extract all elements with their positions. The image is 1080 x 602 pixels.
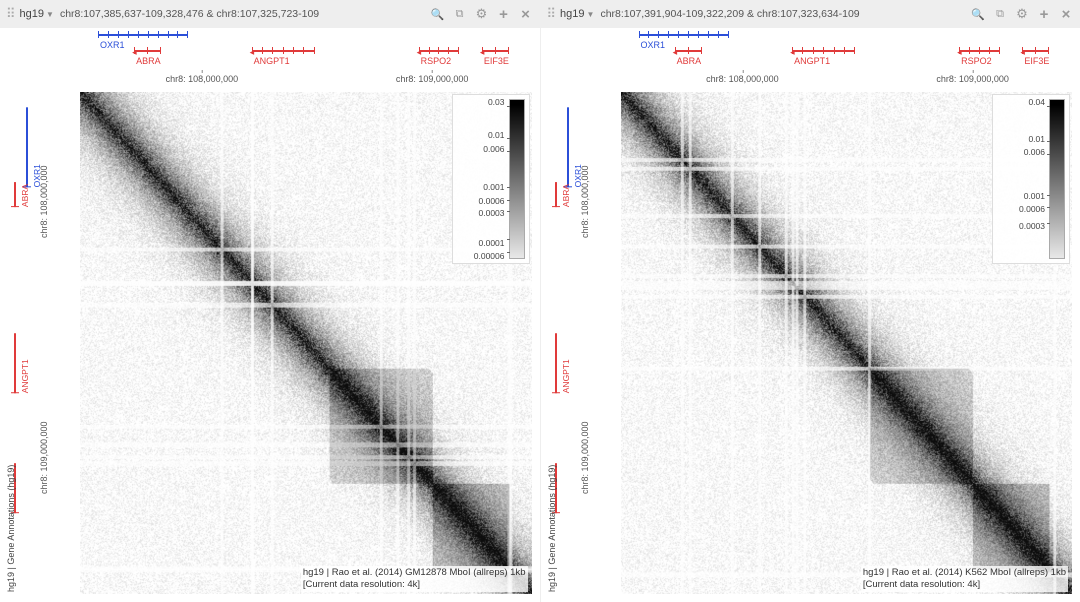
coordinate-display[interactable]: chr8:107,391,904-109,322,209 & chr8:107,… (600, 8, 964, 20)
colorbar: 0.03 0.01 0.006 0.001 0.0006 0.0003 0.0001 0.00… (452, 94, 530, 264)
gene-label: ANGPT1 (254, 56, 290, 66)
panel-1: ⠿ hg19▼ chr8:107,391,904-109,322,209 & chr… (541, 0, 1080, 602)
hic-heatmap[interactable]: 0.03 0.01 0.006 0.001 0.0006 0.0003 0.0001 0.00… (80, 92, 532, 594)
colorbar-tick: 0.001 (483, 182, 504, 192)
gear-icon[interactable]: ⚙ (1014, 6, 1030, 22)
gene-abra[interactable]: ◂ABRA (134, 50, 161, 52)
gear-icon[interactable]: ⚙ (474, 6, 490, 22)
copy-icon[interactable]: ⧉ (452, 8, 468, 21)
caption-line1: hg19 | Rao et al. (2014) K562 MboI (allr… (863, 567, 1066, 579)
axis-tick: chr8: 108,000,000 (706, 74, 779, 84)
gene-rspo2[interactable]: ◂RSPO2 (419, 50, 460, 52)
add-icon[interactable]: + (1036, 6, 1052, 23)
app-container: ⠿hg19▼chr8:107,385,637-109,328,476 & chr… (0, 0, 1080, 602)
gene-label: EIF3E (1024, 56, 1049, 66)
genome-selector[interactable]: hg19▼ (560, 8, 594, 20)
gene-abra[interactable]: ◂ABRA (675, 50, 702, 52)
gene-abra-vert[interactable]: ABRA (10, 182, 30, 207)
dataset-caption: hg19 | Rao et al. (2014) GM12878 MboI (a… (301, 566, 528, 592)
gene-label: EIF3E (484, 56, 509, 66)
panel-0: ⠿ hg19▼ chr8:107,385,637-109,328,476 & chr… (0, 0, 541, 602)
hic-heatmap[interactable]: 0.04 0.01 0.006 0.001 0.0006 0.0003 hg19 | Rao… (621, 92, 1073, 594)
dataset-caption: hg19 | Rao et al. (2014) K562 MboI (allr… (861, 566, 1068, 592)
colorbar-gradient (1049, 99, 1065, 259)
axis-tick-left: chr8: 108,000,000 (580, 165, 590, 238)
caption-line2: [Current data resolution: 4k] (303, 579, 526, 591)
axis-tick: chr8: 109,000,000 (396, 74, 469, 84)
gene-label: OXR1 (100, 40, 125, 50)
colorbar-tick: 0.001 (1024, 191, 1045, 201)
axis-tick: chr8: 109,000,000 (936, 74, 1009, 84)
colorbar-tick: 0.0001 (479, 238, 505, 248)
colorbar-tick: 0.03 (488, 97, 505, 107)
gene-angpt1[interactable]: ◂ANGPT1 (792, 50, 855, 52)
colorbar-tick: 0.01 (488, 130, 505, 140)
axis-top: chr8: 108,000,000 chr8: 109,000,000 (80, 74, 532, 88)
genome-selector[interactable]: hg19▼ (20, 8, 54, 20)
toolbar: ⠿ hg19▼ chr8:107,385,637-109,328,476 & chr… (0, 0, 540, 28)
gene-eif3e[interactable]: ◂EIF3E (1022, 50, 1049, 52)
drag-handle-icon[interactable]: ⠿ (6, 6, 14, 22)
axis-tick-left: chr8: 108,000,000 (39, 165, 49, 238)
axis-tick: chr8: 108,000,000 (166, 74, 239, 84)
gene-label: ABRA (136, 56, 161, 66)
gene-label: ABRA (677, 56, 702, 66)
plot-area: OXR1 ◂ABRA ◂ANGPT1 ◂RSPO2 ◂EIF3E chr8: 108,00… (0, 28, 540, 602)
colorbar-labels: 0.04 0.01 0.006 0.001 0.0006 0.0003 (993, 95, 1049, 263)
coordinate-display[interactable]: chr8:107,385,637-109,328,476 & chr8:107,… (60, 8, 424, 20)
gene-label: ANGPT1 (794, 56, 830, 66)
gene-angpt1[interactable]: ◂ANGPT1 (252, 50, 315, 52)
colorbar-tick: 0.0006 (479, 196, 505, 206)
gene-label-vert: ANGPT1 (20, 359, 31, 393)
gene-track-top: OXR1 ◂ABRA ◂ANGPT1 ◂RSPO2 ◂EIF3E (80, 34, 532, 70)
axis-top: chr8: 108,000,000 chr8: 109,000,000 (621, 74, 1073, 88)
drag-handle-icon[interactable]: ⠿ (547, 6, 555, 22)
gene-label: OXR1 (641, 40, 666, 50)
gene-label-vert: ABRA (561, 184, 572, 207)
colorbar-tick: 0.01 (1028, 134, 1045, 144)
colorbar-tick: 0.0006 (1019, 204, 1045, 214)
gene-eif3e[interactable]: ◂EIF3E (482, 50, 509, 52)
colorbar-tick: 0.00006 (474, 251, 505, 261)
caret-down-icon: ▼ (46, 10, 54, 19)
axis-tick-left: chr8: 109,000,000 (39, 421, 49, 494)
gene-label: RSPO2 (961, 56, 992, 66)
gene-track-top: OXR1 ◂ABRA ◂ANGPT1 ◂RSPO2 ◂EIF3E (621, 34, 1073, 70)
genome-name: hg19 (20, 8, 44, 20)
gene-label: RSPO2 (421, 56, 452, 66)
side-annotation-label: hg19 | Gene Annotations (hg19) (6, 465, 16, 592)
colorbar-tick: 0.04 (1028, 97, 1045, 107)
close-icon[interactable]: × (518, 6, 534, 23)
colorbar-labels: 0.03 0.01 0.006 0.001 0.0006 0.0003 0.0001 0.00… (453, 95, 509, 263)
gene-label-vert: ABRA (20, 184, 31, 207)
axis-left: chr8: 108,000,000chr8: 109,000,000 (44, 92, 74, 594)
gene-oxr1[interactable]: OXR1 (639, 34, 729, 36)
plot-area: OXR1 ◂ABRA ◂ANGPT1 ◂RSPO2 ◂EIF3E chr8: 108,00… (541, 28, 1080, 602)
gene-abra-vert[interactable]: ABRA (551, 182, 571, 207)
add-icon[interactable]: + (496, 6, 512, 23)
colorbar-gradient (509, 99, 525, 259)
toolbar: ⠿ hg19▼ chr8:107,391,904-109,322,209 & chr… (541, 0, 1080, 28)
search-icon[interactable]: 🔍 (970, 8, 986, 21)
search-icon[interactable]: 🔍 (430, 8, 446, 21)
close-icon[interactable]: × (1058, 6, 1074, 23)
caption-line2: [Current data resolution: 4k] (863, 579, 1066, 591)
caption-line1: hg19 | Rao et al. (2014) GM12878 MboI (a… (303, 567, 526, 579)
colorbar: 0.04 0.01 0.006 0.001 0.0006 0.0003 (992, 94, 1070, 264)
gene-oxr1[interactable]: OXR1 (98, 34, 188, 36)
axis-tick-left: chr8: 109,000,000 (580, 421, 590, 494)
gene-rspo2[interactable]: ◂RSPO2 (959, 50, 1000, 52)
colorbar-tick: 0.006 (1024, 147, 1045, 157)
gene-angpt1-vert[interactable]: ANGPT1 (551, 333, 571, 393)
colorbar-tick: 0.006 (483, 144, 504, 154)
gene-label-vert: ANGPT1 (561, 359, 572, 393)
genome-name: hg19 (560, 8, 584, 20)
gene-angpt1-vert[interactable]: ANGPT1 (10, 333, 30, 393)
caret-down-icon: ▼ (587, 10, 595, 19)
colorbar-tick: 0.0003 (479, 208, 505, 218)
copy-icon[interactable]: ⧉ (992, 8, 1008, 21)
axis-left: chr8: 108,000,000chr8: 109,000,000 (585, 92, 615, 594)
side-annotation-label: hg19 | Gene Annotations (hg19) (547, 465, 557, 592)
colorbar-tick: 0.0003 (1019, 221, 1045, 231)
